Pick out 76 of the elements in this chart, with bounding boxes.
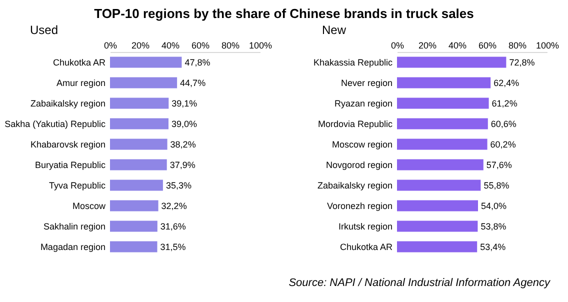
x-tick-label: 40% xyxy=(161,40,180,50)
y-tick-label: Khabarovsk region xyxy=(30,139,106,150)
data-label: 72,8% xyxy=(509,57,535,68)
bar xyxy=(397,159,484,170)
bar xyxy=(397,77,491,88)
x-tick-label: 100% xyxy=(536,40,560,50)
y-tick-label: Magadan region xyxy=(40,242,106,252)
x-tick-label: 60% xyxy=(478,40,497,50)
bar xyxy=(397,180,481,191)
data-label: 57,6% xyxy=(486,160,512,170)
x-tick-label: 40% xyxy=(448,40,467,50)
y-tick-label: Irkutsk region xyxy=(338,221,392,232)
bar xyxy=(110,159,167,170)
y-tick-label: Zabaikalsky region xyxy=(30,98,106,108)
bar xyxy=(110,180,163,191)
data-label: 60,2% xyxy=(490,139,516,150)
y-tick-label: Moscow region xyxy=(332,139,392,150)
x-tick-label: 80% xyxy=(508,40,527,50)
y-tick-label: Novgorod region xyxy=(326,160,392,170)
chart-subtitle: New xyxy=(322,23,346,37)
x-tick-label: 20% xyxy=(418,40,437,50)
bar xyxy=(110,77,178,88)
bar xyxy=(110,138,168,150)
y-tick-label: Tyva Republic xyxy=(48,180,106,190)
x-tick-label: 100% xyxy=(248,40,272,50)
data-label: 47,8% xyxy=(184,57,210,68)
y-tick-label: Chukotka AR xyxy=(340,242,393,252)
data-label: 39,0% xyxy=(172,118,198,129)
y-tick-label: Chukotka AR xyxy=(52,57,106,68)
data-label: 55,8% xyxy=(484,180,510,190)
data-label: 35,3% xyxy=(166,180,192,190)
y-tick-label: Moscow xyxy=(72,200,106,211)
data-label: 53,8% xyxy=(480,221,506,232)
data-label: 31,6% xyxy=(160,221,186,232)
x-tick-label: 0% xyxy=(390,40,404,50)
data-label: 38,2% xyxy=(170,139,196,150)
bar xyxy=(110,56,182,68)
source-note: Source: NAPI / National Industrial Information Agency xyxy=(288,277,552,289)
y-tick-label: Ryazan region xyxy=(334,98,392,108)
chart-title: TOP-10 regions by the share of Chinese brands in truck sales xyxy=(93,5,475,23)
x-tick-label: 60% xyxy=(191,40,210,50)
bar xyxy=(397,220,478,232)
y-tick-label: Never region xyxy=(340,78,392,88)
y-tick-label: Sakhalin region xyxy=(43,221,106,232)
y-tick-label: Voronezh region xyxy=(326,200,392,211)
bar xyxy=(110,241,158,252)
bar xyxy=(397,118,488,130)
data-label: 53,4% xyxy=(480,242,506,252)
bar xyxy=(397,200,478,212)
y-tick-label: Zabaikalsky region xyxy=(317,180,392,190)
y-tick-label: Khakassia Republic xyxy=(313,57,393,68)
bar xyxy=(110,98,169,109)
y-tick-label: Amur region xyxy=(56,78,106,88)
x-tick-label: 80% xyxy=(221,40,240,50)
data-label: 31,5% xyxy=(160,242,186,252)
data-label: 37,9% xyxy=(170,160,196,170)
bar xyxy=(397,138,488,150)
bar xyxy=(397,98,489,109)
bar xyxy=(397,241,478,252)
x-tick-label: 0% xyxy=(104,40,118,50)
x-tick-label: 20% xyxy=(131,40,150,50)
data-label: 32,2% xyxy=(161,200,187,211)
data-label: 62,4% xyxy=(494,78,520,88)
bar xyxy=(110,118,168,130)
y-tick-label: Sakha (Yakutia) Republic xyxy=(4,118,106,129)
data-label: 54,0% xyxy=(481,200,507,211)
y-tick-label: Buryatia Republic xyxy=(34,160,106,170)
chart-subtitle: Used xyxy=(30,23,58,37)
y-tick-label: Mordovia Republic xyxy=(318,118,393,129)
data-label: 61,2% xyxy=(492,98,518,108)
data-label: 60,6% xyxy=(490,118,516,129)
bar xyxy=(110,220,158,232)
data-label: 44,7% xyxy=(180,78,206,88)
bar xyxy=(110,200,158,212)
data-label: 39,1% xyxy=(172,98,198,108)
bar xyxy=(397,56,506,68)
